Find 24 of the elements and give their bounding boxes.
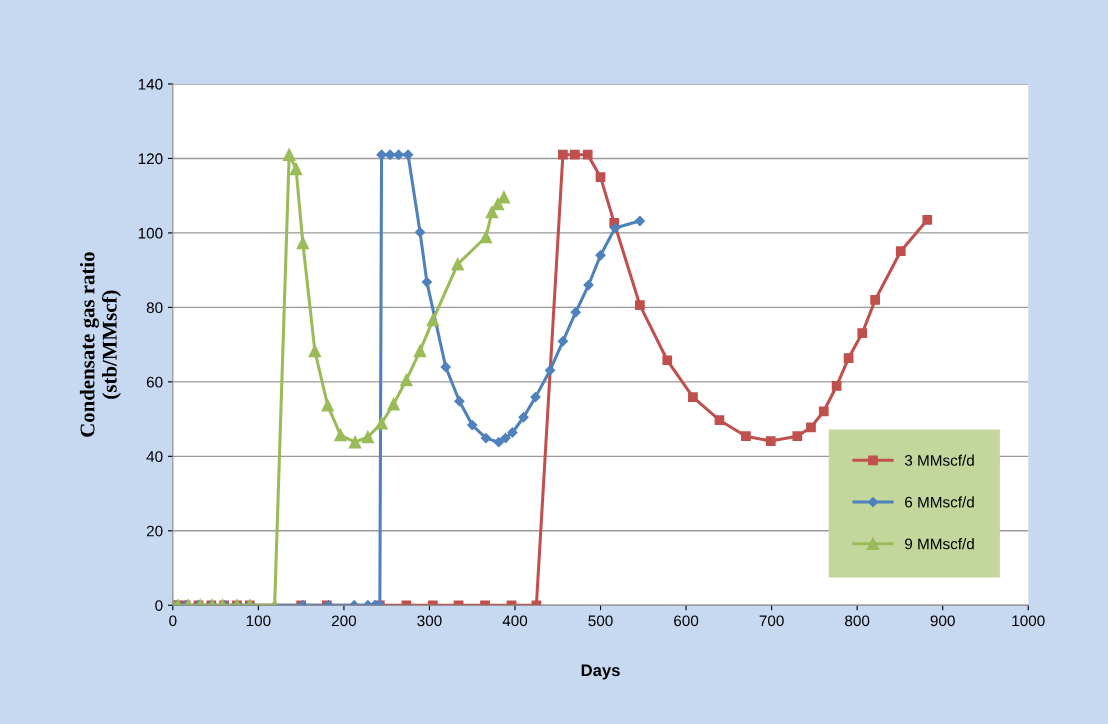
x-tick-label: 200 <box>331 615 357 627</box>
x-tick-label: 100 <box>246 615 271 627</box>
x-axis-title: Days <box>581 664 620 680</box>
y-tick-label: 0 <box>155 600 163 611</box>
x-tick-label: 1000 <box>1012 615 1045 627</box>
y-tick-label: 120 <box>138 153 163 165</box>
x-tick-label: 700 <box>759 615 784 627</box>
y-tick-label: 20 <box>146 525 163 537</box>
x-tick-label: 900 <box>930 615 955 627</box>
x-tick-label: 600 <box>674 615 699 627</box>
legend-label: 6 MMscf/d <box>905 496 974 508</box>
y-tick-label: 100 <box>138 227 163 239</box>
x-tick-label: 800 <box>845 615 870 627</box>
legend-label: 9 MMscf/d <box>905 538 974 550</box>
legend-label: 3 MMscf/d <box>904 454 974 466</box>
x-tick-label: 400 <box>502 615 528 627</box>
x-tick-label: 300 <box>417 615 442 627</box>
y-tick-label: 60 <box>146 376 163 388</box>
x-tick-label: 500 <box>588 615 613 627</box>
y-tick-label: 140 <box>138 78 163 90</box>
y-axis-title: Condensate gas ratio (stb/MMscf) <box>79 252 121 437</box>
y-tick-label: 80 <box>146 302 163 314</box>
x-tick-label: 0 <box>169 615 177 627</box>
y-tick-label: 40 <box>146 451 163 463</box>
